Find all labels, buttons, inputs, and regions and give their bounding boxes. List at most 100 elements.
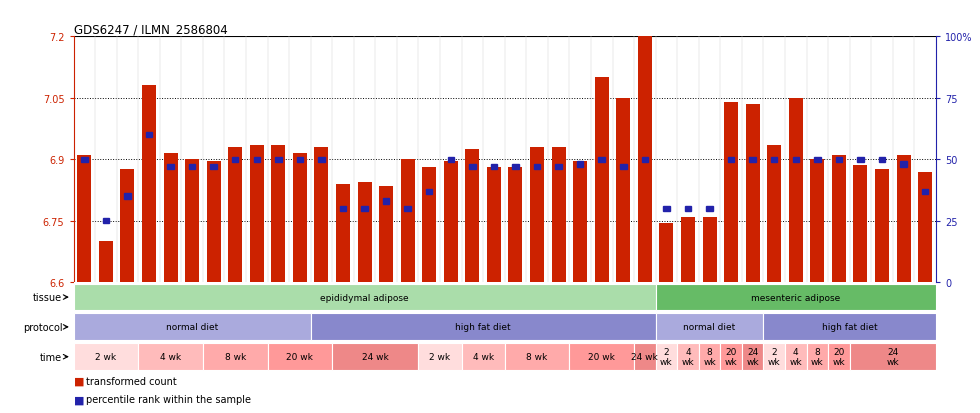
Bar — [656, 344, 677, 370]
Bar — [74, 344, 138, 370]
Bar — [850, 344, 936, 370]
Text: 24 wk: 24 wk — [362, 352, 389, 361]
Bar — [332, 344, 418, 370]
Text: time: time — [40, 352, 63, 362]
Bar — [318, 157, 324, 162]
Text: 20
wk: 20 wk — [833, 347, 845, 366]
Bar — [405, 206, 411, 211]
Bar — [832, 156, 846, 282]
Bar — [358, 182, 371, 282]
Bar — [487, 168, 501, 282]
Text: high fat diet: high fat diet — [822, 323, 877, 332]
Bar — [750, 157, 756, 162]
Bar — [789, 98, 803, 282]
Text: 2
wk: 2 wk — [661, 347, 672, 366]
Bar — [146, 133, 152, 138]
Bar — [254, 157, 260, 162]
Bar — [728, 157, 734, 162]
Bar — [901, 162, 906, 167]
Bar — [491, 164, 497, 170]
Text: 24 wk: 24 wk — [631, 352, 659, 361]
Bar — [168, 164, 173, 170]
Bar — [379, 186, 393, 282]
Text: 2
wk: 2 wk — [768, 347, 780, 366]
Bar — [828, 344, 850, 370]
Bar — [569, 344, 634, 370]
Text: protocol: protocol — [23, 322, 63, 332]
Bar — [897, 156, 910, 282]
Bar — [573, 162, 587, 282]
Bar — [875, 170, 889, 282]
Bar — [677, 344, 699, 370]
Text: 20 wk: 20 wk — [286, 352, 314, 361]
Bar — [362, 206, 368, 211]
Bar — [462, 344, 505, 370]
Bar — [534, 164, 540, 170]
Bar — [642, 157, 648, 162]
Text: normal diet: normal diet — [166, 323, 219, 332]
Bar — [469, 164, 475, 170]
Bar — [703, 217, 716, 282]
Text: 2 wk: 2 wk — [429, 352, 451, 361]
Bar — [99, 242, 113, 282]
Bar — [616, 98, 630, 282]
Bar — [681, 217, 695, 282]
Text: mesenteric adipose: mesenteric adipose — [751, 293, 841, 302]
Bar — [922, 189, 928, 195]
Bar — [340, 206, 346, 211]
Bar — [577, 162, 583, 167]
Bar — [763, 314, 936, 340]
Bar — [663, 206, 669, 211]
Bar — [444, 162, 458, 282]
Bar — [836, 157, 842, 162]
Bar — [685, 206, 691, 211]
Text: transformed count: transformed count — [86, 376, 177, 386]
Text: 8 wk: 8 wk — [224, 352, 246, 361]
Bar — [656, 284, 936, 311]
Bar — [311, 314, 656, 340]
Text: 8
wk: 8 wk — [811, 347, 823, 366]
Bar — [746, 104, 760, 282]
Bar — [138, 344, 203, 370]
Bar — [275, 157, 281, 162]
Text: 8
wk: 8 wk — [704, 347, 715, 366]
Bar — [793, 157, 799, 162]
Text: 24
wk: 24 wk — [747, 347, 759, 366]
Bar — [81, 157, 87, 162]
Bar — [742, 344, 763, 370]
Bar — [448, 157, 454, 162]
Bar — [854, 166, 867, 282]
Bar — [211, 164, 217, 170]
Text: tissue: tissue — [33, 292, 63, 302]
Bar — [552, 147, 565, 282]
Bar — [599, 157, 605, 162]
Text: 4
wk: 4 wk — [682, 347, 694, 366]
Text: ■: ■ — [74, 394, 84, 404]
Text: 8 wk: 8 wk — [526, 352, 548, 361]
Bar — [418, 344, 462, 370]
Bar — [918, 172, 932, 282]
Bar — [660, 223, 673, 282]
Bar — [858, 157, 863, 162]
Bar — [771, 157, 777, 162]
Bar — [879, 157, 885, 162]
Bar — [103, 218, 109, 224]
Bar — [810, 160, 824, 282]
Bar — [74, 314, 311, 340]
Text: 4 wk: 4 wk — [160, 352, 181, 361]
Bar — [509, 168, 522, 282]
Text: 4
wk: 4 wk — [790, 347, 802, 366]
Bar — [185, 160, 199, 282]
Bar — [77, 156, 91, 282]
Bar — [422, 168, 436, 282]
Bar — [315, 147, 328, 282]
Bar — [232, 157, 238, 162]
Bar — [124, 194, 130, 199]
Bar — [293, 154, 307, 282]
Bar — [505, 344, 569, 370]
Bar — [121, 170, 134, 282]
Bar — [720, 344, 742, 370]
Bar — [556, 164, 562, 170]
Bar — [189, 164, 195, 170]
Bar — [763, 344, 785, 370]
